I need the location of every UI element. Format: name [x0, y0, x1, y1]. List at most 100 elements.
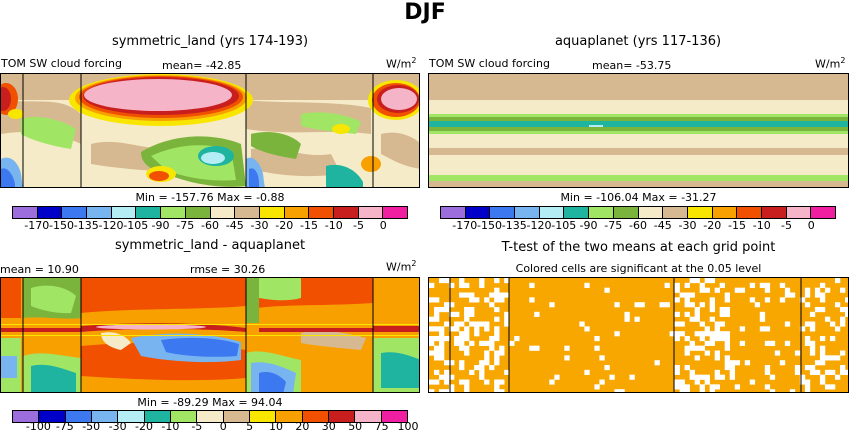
non-significant-cell [724, 345, 731, 351]
non-significant-cell [674, 321, 680, 327]
non-significant-cell [724, 311, 731, 317]
non-significant-cell [509, 340, 515, 346]
non-significant-cell [714, 355, 720, 361]
non-significant-cell [529, 297, 535, 303]
non-significant-cell [684, 384, 690, 390]
non-significant-cell [459, 365, 465, 371]
non-significant-cell [679, 331, 685, 337]
non-significant-cell [704, 350, 710, 356]
tr-panel-title: aquaplanet (yrs 117-136) [554, 34, 722, 49]
non-significant-cell [439, 326, 445, 332]
non-significant-cell [724, 292, 731, 298]
non-significant-cell [584, 369, 590, 375]
tl-colorbar-swatch [259, 207, 285, 218]
non-significant-cell [699, 282, 705, 288]
non-significant-cell [489, 365, 495, 371]
non-significant-cell [694, 345, 700, 351]
non-significant-cell [689, 369, 695, 375]
non-significant-cell [464, 282, 470, 288]
non-significant-cell [474, 297, 480, 303]
non-significant-cell [809, 350, 816, 356]
tl-panel-title: symmetric_land (yrs 174-193) [111, 34, 309, 49]
tr-colorbar-ticks: -170 -150 -135 -120 -105 -90 -75 -60 -45 -30 -20 -1… [440, 219, 836, 233]
non-significant-cell [494, 336, 500, 342]
non-significant-cell [494, 297, 500, 303]
non-significant-cell [429, 316, 435, 322]
non-significant-cell [484, 350, 490, 356]
non-significant-cell [729, 365, 736, 371]
non-significant-cell [444, 389, 450, 392]
tl-colorbar-tick-label: -170 [24, 219, 50, 232]
bl-colorbar-swatch [170, 411, 198, 422]
tr-colorbar-tick-label: -5 [781, 219, 792, 232]
tl-colorbar-tick-label: -15 [300, 219, 318, 232]
non-significant-cell [724, 340, 731, 346]
tl-colorbar-swatch [358, 207, 384, 218]
non-significant-cell [819, 360, 826, 366]
non-significant-cell [704, 278, 710, 284]
non-significant-cell [494, 331, 500, 337]
non-significant-cell [449, 389, 455, 392]
non-significant-cell [459, 345, 465, 351]
tr-colorbar-swatch [564, 207, 590, 218]
tl-colorbar-swatch [210, 207, 236, 218]
tr-colorbar-tick-label: -45 [653, 219, 672, 232]
non-significant-cell [464, 307, 470, 313]
bl-colorbar-tick-label: -10 [161, 420, 180, 433]
non-significant-cell [614, 389, 620, 392]
non-significant-cell [609, 374, 615, 380]
bl-colorbar-swatch [302, 411, 329, 422]
non-significant-cell [759, 316, 766, 322]
non-significant-cell [819, 282, 826, 288]
non-significant-cell [504, 278, 510, 284]
non-significant-cell [794, 365, 801, 371]
bl-colorbar-tick-label: -20 [135, 420, 153, 433]
tr-colorbar-tick-label: -170 [452, 219, 478, 232]
non-significant-cell [479, 321, 485, 327]
non-significant-cell [674, 365, 680, 371]
bl-colorbar-swatch [381, 411, 407, 422]
tr-colorbar-swatch [786, 207, 812, 218]
non-significant-cell [689, 316, 695, 322]
tl-colorbar-swatch [161, 207, 186, 218]
non-significant-cell [689, 340, 695, 346]
non-significant-cell [759, 326, 766, 332]
bl-colorbar-swatch [249, 411, 277, 422]
non-significant-cell [829, 355, 836, 361]
tr-colorbar-tick-label: -15 [728, 219, 746, 232]
non-significant-cell [714, 384, 720, 390]
bl-colorbar-tick-label: 10 [268, 420, 283, 433]
non-significant-cell [709, 278, 715, 284]
bl-colorbar-swatch [276, 411, 303, 422]
non-significant-cell [819, 379, 826, 385]
non-significant-cell [429, 350, 435, 356]
non-significant-cell [814, 307, 821, 313]
non-significant-cell [594, 336, 600, 342]
tr-colorbar-tick-label: -105 [551, 219, 577, 232]
non-significant-cell [499, 345, 505, 351]
non-significant-cell [819, 292, 826, 298]
non-significant-cell [444, 321, 450, 327]
non-significant-cell [694, 355, 700, 361]
non-significant-cell [614, 302, 620, 308]
non-significant-cell [684, 311, 690, 317]
non-significant-cell [724, 355, 731, 361]
non-significant-cell [499, 297, 505, 303]
non-significant-cell [694, 307, 700, 313]
non-significant-cell [714, 350, 720, 356]
non-significant-cell [439, 331, 445, 337]
non-significant-cell [459, 340, 465, 346]
non-significant-cell [719, 331, 725, 337]
non-significant-cell [434, 307, 440, 313]
non-significant-cell [694, 374, 700, 380]
non-significant-cell [839, 316, 846, 322]
non-significant-cell [499, 379, 505, 385]
non-significant-cell [834, 374, 841, 380]
non-significant-cell [739, 340, 746, 346]
bl-colorbar-swatch [118, 411, 145, 422]
non-significant-cell [749, 282, 756, 288]
bl-colorbar-swatch [223, 411, 250, 422]
non-significant-cell [479, 369, 485, 375]
tl-colorbar-swatch [13, 207, 38, 218]
non-significant-cell [714, 369, 720, 375]
